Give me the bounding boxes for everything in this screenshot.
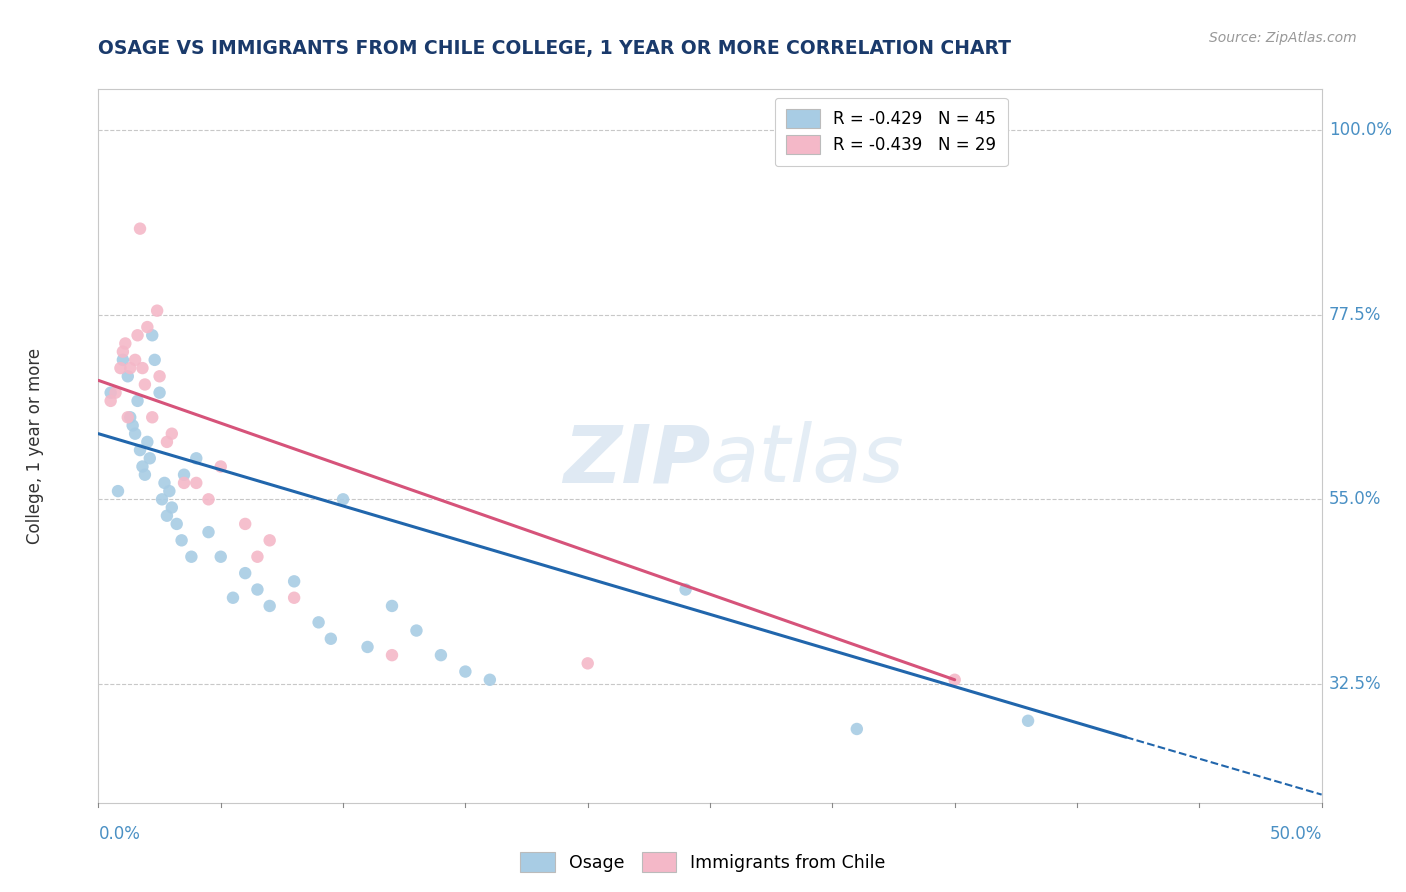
Point bbox=[149, 385, 172, 400]
Point bbox=[173, 475, 195, 490]
Point bbox=[157, 484, 180, 499]
Point bbox=[246, 549, 269, 564]
Text: 50.0%: 50.0% bbox=[1270, 825, 1322, 843]
Point bbox=[845, 722, 868, 736]
Point bbox=[233, 566, 256, 581]
Point bbox=[134, 467, 156, 482]
Point bbox=[180, 549, 202, 564]
Point bbox=[100, 385, 122, 400]
Point bbox=[283, 574, 305, 589]
Point bbox=[381, 599, 404, 613]
Point bbox=[430, 648, 453, 662]
Point bbox=[166, 516, 188, 531]
Point bbox=[283, 591, 305, 605]
Point bbox=[576, 657, 599, 671]
Point bbox=[197, 525, 219, 540]
Point bbox=[222, 591, 245, 605]
Point bbox=[405, 624, 427, 638]
Point bbox=[356, 640, 378, 654]
Legend: Osage, Immigrants from Chile: Osage, Immigrants from Chile bbox=[513, 845, 893, 879]
Text: atlas: atlas bbox=[710, 421, 905, 500]
Point bbox=[111, 344, 134, 359]
Point bbox=[186, 451, 208, 466]
Text: Source: ZipAtlas.com: Source: ZipAtlas.com bbox=[1209, 31, 1357, 45]
Point bbox=[124, 426, 146, 441]
Point bbox=[308, 615, 330, 630]
Point bbox=[139, 451, 162, 466]
Point bbox=[209, 459, 232, 474]
Point bbox=[943, 673, 966, 687]
Point bbox=[149, 369, 172, 384]
Point bbox=[124, 352, 146, 367]
Point bbox=[111, 352, 134, 367]
Point bbox=[129, 443, 152, 458]
Point bbox=[170, 533, 193, 548]
Point bbox=[131, 361, 153, 376]
Point bbox=[156, 434, 179, 449]
Point bbox=[121, 418, 143, 433]
Text: OSAGE VS IMMIGRANTS FROM CHILE COLLEGE, 1 YEAR OR MORE CORRELATION CHART: OSAGE VS IMMIGRANTS FROM CHILE COLLEGE, … bbox=[98, 39, 1011, 58]
Text: 0.0%: 0.0% bbox=[98, 825, 141, 843]
Point bbox=[233, 516, 256, 531]
Point bbox=[110, 361, 132, 376]
Point bbox=[246, 582, 269, 597]
Point bbox=[136, 434, 159, 449]
Point bbox=[173, 467, 195, 482]
Point bbox=[120, 361, 142, 376]
Point bbox=[1017, 714, 1039, 728]
Point bbox=[150, 492, 173, 507]
Text: 100.0%: 100.0% bbox=[1329, 121, 1392, 139]
Point bbox=[332, 492, 354, 507]
Point bbox=[141, 410, 163, 425]
Point bbox=[209, 549, 232, 564]
Point bbox=[186, 475, 208, 490]
Point bbox=[127, 393, 149, 408]
Point bbox=[259, 599, 281, 613]
Text: 77.5%: 77.5% bbox=[1329, 306, 1381, 324]
Point bbox=[107, 484, 129, 499]
Point bbox=[117, 369, 139, 384]
Text: 55.0%: 55.0% bbox=[1329, 491, 1381, 508]
Point bbox=[117, 410, 139, 425]
Point bbox=[129, 221, 152, 235]
Point bbox=[478, 673, 501, 687]
Point bbox=[381, 648, 404, 662]
Text: 32.5%: 32.5% bbox=[1329, 675, 1381, 693]
Point bbox=[136, 320, 159, 334]
Point bbox=[319, 632, 342, 646]
Point bbox=[100, 393, 122, 408]
Point bbox=[675, 582, 697, 597]
Point bbox=[141, 328, 163, 343]
Point bbox=[454, 665, 477, 679]
Point bbox=[156, 508, 179, 523]
Point bbox=[153, 475, 176, 490]
Text: ZIP: ZIP bbox=[562, 421, 710, 500]
Text: College, 1 year or more: College, 1 year or more bbox=[27, 348, 44, 544]
Point bbox=[131, 459, 153, 474]
Point bbox=[146, 303, 169, 318]
Point bbox=[259, 533, 281, 548]
Point bbox=[143, 352, 166, 367]
Point bbox=[114, 336, 136, 351]
Point bbox=[120, 410, 142, 425]
Point bbox=[104, 385, 127, 400]
Point bbox=[160, 426, 183, 441]
Point bbox=[134, 377, 156, 392]
Legend: R = -0.429   N = 45, R = -0.439   N = 29: R = -0.429 N = 45, R = -0.439 N = 29 bbox=[775, 97, 1008, 166]
Point bbox=[160, 500, 183, 515]
Point bbox=[127, 328, 149, 343]
Point bbox=[197, 492, 219, 507]
